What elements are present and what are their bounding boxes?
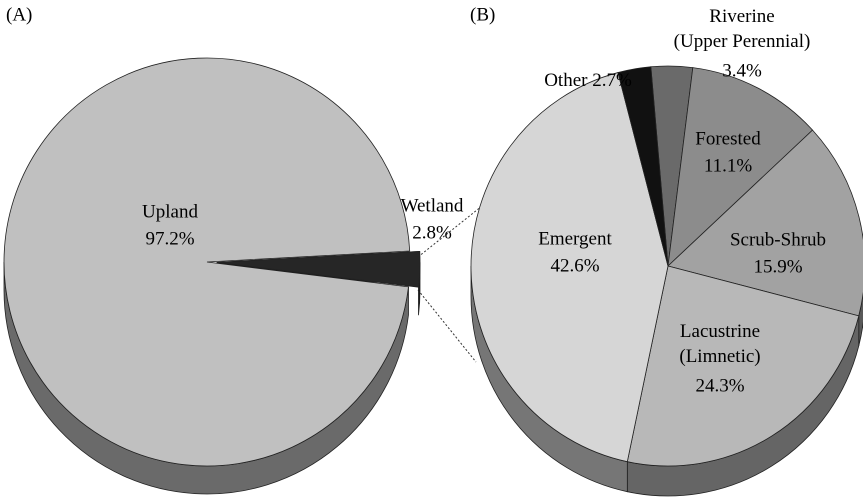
- connector-line: [417, 205, 483, 258]
- slice-value: 2.7%: [592, 70, 632, 91]
- slice-name: Forested: [695, 128, 761, 149]
- slice-value: 3.4%: [722, 60, 762, 81]
- slice-name: Riverine (Upper Perennial): [674, 6, 811, 52]
- pie-slice: [470, 72, 669, 463]
- slice-name-line: Riverine: [709, 6, 774, 27]
- slice-label: Other 2.7%: [544, 70, 632, 91]
- slice-value: 97.2%: [145, 228, 194, 249]
- pie-slice: [626, 265, 860, 467]
- pie-slice: [667, 67, 814, 268]
- pie-slice: [216, 250, 421, 288]
- slice-name-line: Lacustrine: [680, 321, 760, 342]
- slice-value: 42.6%: [550, 255, 599, 276]
- pie-tops: [3, 57, 421, 467]
- slice-name-line: (Limnetic): [679, 346, 760, 367]
- slice-value: 15.9%: [753, 256, 802, 277]
- slice-name: Other: [544, 70, 588, 91]
- chart-title: (A): [6, 4, 32, 25]
- pie-slice: [667, 129, 863, 317]
- slice-value: 2.8%: [412, 222, 452, 243]
- pie-tops: [470, 65, 863, 467]
- slice-name: Lacustrine (Limnetic): [679, 321, 760, 367]
- connector-line: [417, 289, 477, 363]
- slice-name: Wetland: [401, 195, 464, 216]
- slice-value: 24.3%: [695, 375, 744, 396]
- slice-name-line: (Upper Perennial): [674, 31, 811, 52]
- slice-name: Upland: [142, 201, 198, 222]
- pie-slice: [3, 57, 411, 467]
- slice-name: Emergent: [538, 228, 612, 249]
- pie-slice: [617, 66, 669, 267]
- slice-name: Scrub-Shrub: [730, 229, 826, 250]
- chart-title: (B): [470, 4, 495, 25]
- slice-value: 11.1%: [704, 155, 753, 176]
